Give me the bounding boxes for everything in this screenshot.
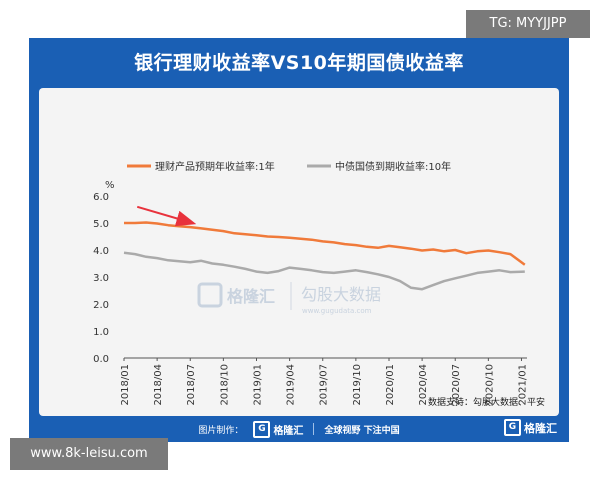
chart-card: 银行理财收益率VS10年期国债收益率 格隆汇 勾股大数据 www.gugudata.… — [29, 38, 569, 442]
series-line-2 — [123, 251, 525, 291]
chart-title: 银行理财收益率VS10年期国债收益率 — [134, 52, 464, 74]
watermark-logo-icon — [197, 282, 223, 308]
y-tick-label: 4.0 — [93, 246, 109, 257]
footer-prefix: 图片制作： — [198, 425, 244, 436]
y-tick-label: 6.0 — [93, 192, 109, 203]
watermark-site: 勾股大数据 — [301, 285, 381, 304]
watermark-brand: 格隆汇 — [227, 287, 275, 306]
footer-brand: 格隆汇 — [273, 425, 304, 437]
footer-slogan: 全球视野 下注中国 — [324, 425, 400, 436]
source-note: 数据支持：勾股大数据、平安 — [427, 398, 545, 408]
x-tick-label: 2020/04 — [418, 364, 429, 406]
corner-logo-icon: G — [504, 419, 521, 436]
y-tick-label: 0.0 — [93, 354, 109, 365]
trend-arrow — [136, 205, 197, 227]
x-tick-label: 2020/01 — [385, 364, 396, 406]
y-tick-label: 3.0 — [93, 273, 109, 284]
footer-logo: G 格隆汇 — [253, 420, 304, 438]
legend-label-2: 中债国债到期收益率:10年 — [335, 160, 451, 173]
x-tick-label: 2019/07 — [319, 364, 330, 406]
footer-divider — [313, 423, 315, 435]
x-tick-label: 2020/10 — [484, 364, 495, 406]
line-chart: 格隆汇 勾股大数据 www.gugudata.com% 0.0 1.0 2.0 3.0 4.0… — [93, 160, 528, 406]
site-overlay-label: www.8k-leisu.com — [10, 438, 168, 470]
watermark-url: www.gugudata.com — [302, 307, 372, 315]
tg-overlay-label: TG: MYYJJPP — [466, 10, 590, 38]
chart-panel: 格隆汇 勾股大数据 www.gugudata.com% 0.0 1.0 2.0 3.0 4.0… — [39, 88, 559, 416]
brand-logo-icon: G — [253, 420, 271, 438]
y-axis-unit: % — [105, 180, 115, 191]
corner-brand: 格隆汇 — [524, 421, 557, 435]
corner-logo: G 格隆汇 — [504, 419, 557, 436]
legend-label-1: 理财产品预期年收益率:1年 — [155, 160, 275, 173]
x-tick-label: 2019/01 — [252, 364, 263, 406]
series-line-1 — [124, 221, 526, 266]
x-tick-label: 2021/01 — [517, 364, 528, 406]
x-tick-label: 2018/01 — [120, 364, 131, 406]
y-tick-label: 2.0 — [93, 300, 109, 311]
x-tick-label: 2018/04 — [153, 364, 164, 406]
x-tick-label: 2018/07 — [186, 364, 197, 406]
x-tick-label: 2018/10 — [219, 364, 230, 406]
footer: 图片制作： G 格隆汇 全球视野 下注中国 — [29, 416, 569, 442]
y-tick-label: 5.0 — [93, 219, 109, 230]
y-tick-label: 1.0 — [93, 327, 109, 338]
x-tick-label: 2019/04 — [286, 364, 297, 406]
x-tick-label: 2020/07 — [451, 364, 462, 406]
x-tick-label: 2019/10 — [352, 364, 363, 406]
